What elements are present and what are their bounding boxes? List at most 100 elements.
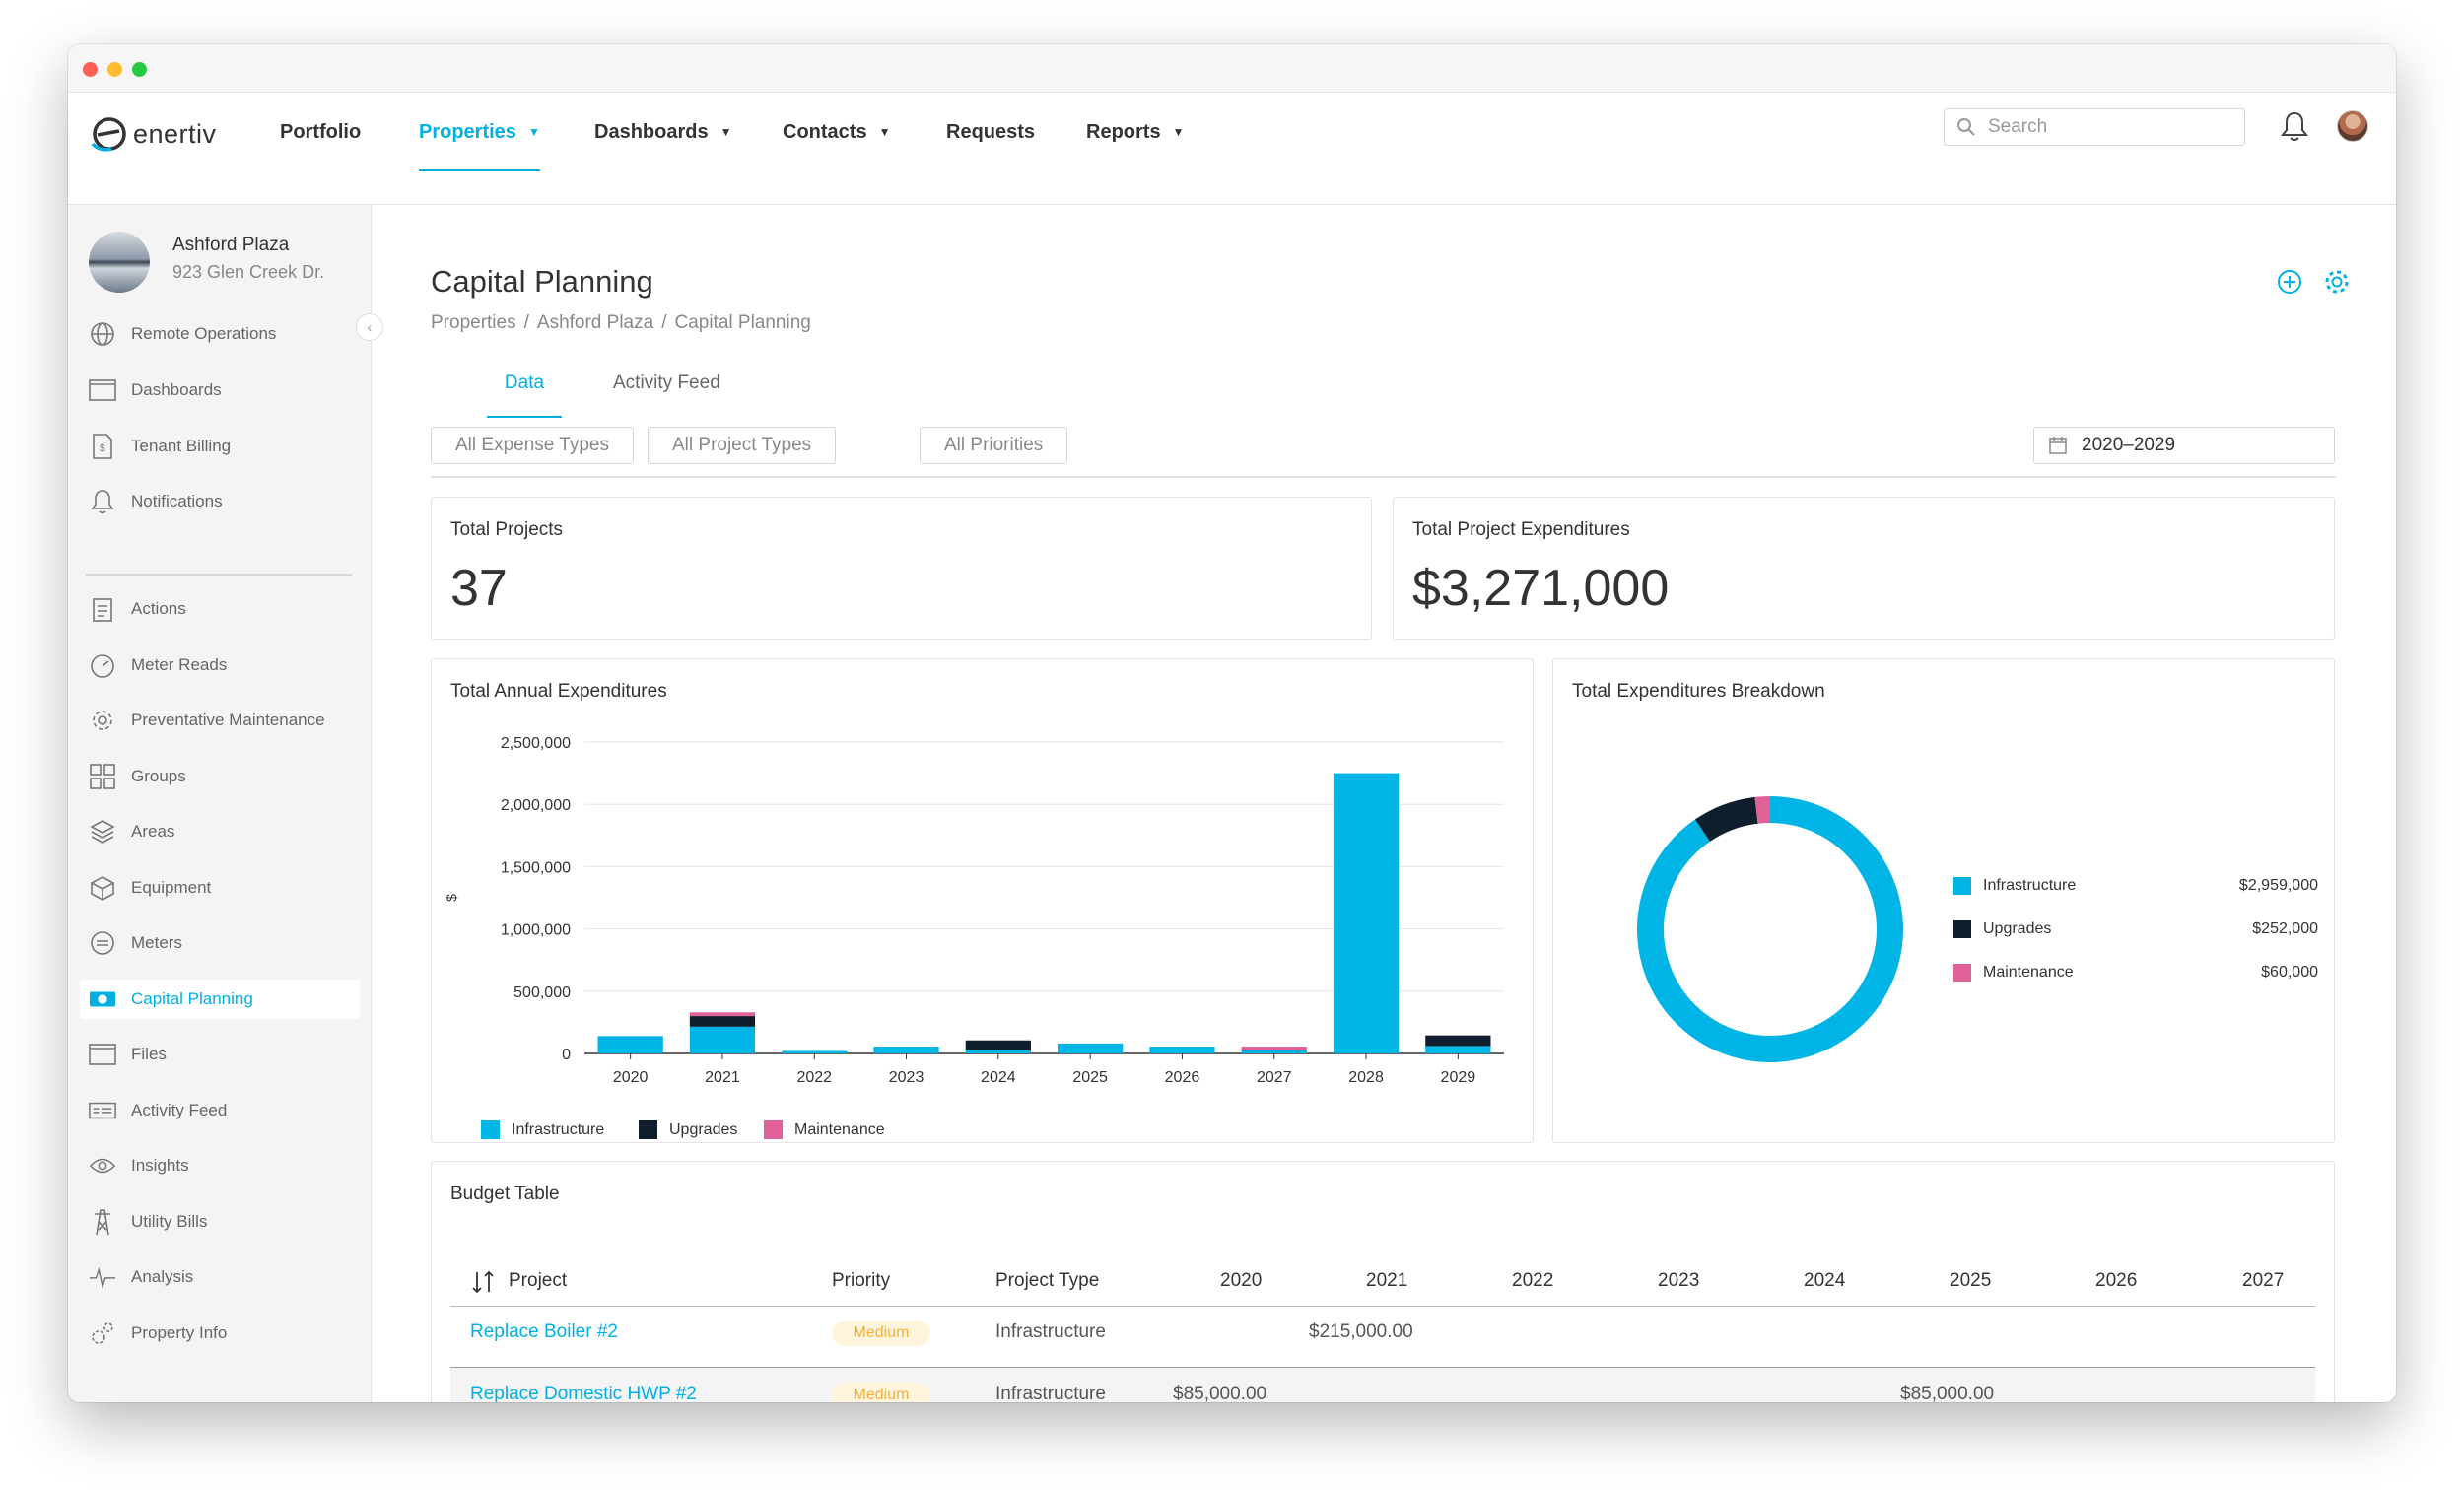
- tab-activity-feed[interactable]: Activity Feed: [613, 373, 720, 406]
- globe-icon: [89, 320, 116, 348]
- legend-value: $2,959,000: [2238, 877, 2318, 894]
- table-row-highlight: [450, 1368, 2315, 1402]
- sidebar-item-groups[interactable]: Groups: [80, 757, 360, 796]
- column-2026[interactable]: 2026: [2095, 1270, 2138, 1291]
- x-tick-label: 2020: [613, 1069, 649, 1086]
- breadcrumb-property[interactable]: Ashford Plaza: [536, 312, 654, 333]
- sort-icon[interactable]: [470, 1270, 498, 1294]
- project-link[interactable]: Replace Domestic HWP #2: [470, 1384, 697, 1402]
- bar-infrastructure-2024: [965, 1050, 1031, 1053]
- budget-table-card: Budget Table Project Priority Project Ty…: [431, 1161, 2335, 1402]
- legend-label: Maintenance: [1983, 964, 2074, 981]
- column-2020[interactable]: 2020: [1220, 1270, 1263, 1291]
- layers-icon: [89, 818, 116, 846]
- breadcrumb-properties[interactable]: Properties: [431, 312, 516, 333]
- sidebar-item-capital-planning[interactable]: Capital Planning: [80, 980, 360, 1019]
- enertiv-logo[interactable]: enertiv: [90, 110, 217, 158]
- close-window-button[interactable]: [83, 62, 98, 77]
- column-2022[interactable]: 2022: [1512, 1270, 1554, 1291]
- column-2027[interactable]: 2027: [2242, 1270, 2285, 1291]
- sidebar-item-label: Equipment: [131, 878, 212, 897]
- cube-icon: [89, 874, 116, 902]
- sidebar-item-analysis[interactable]: Analysis: [80, 1257, 360, 1297]
- annual-expenditures-chart: 2,500,000 2,000,000 1,500,000 1,000,000 500,…: [444, 735, 1504, 1086]
- nav-requests-label: Requests: [946, 120, 1036, 143]
- legend-swatch: [764, 1120, 783, 1139]
- project-type-filter[interactable]: All Project Types: [648, 427, 837, 464]
- main-content: Capital Planning Properties / Ashford Plaz…: [372, 205, 2396, 1402]
- priority-filter[interactable]: All Priorities: [920, 427, 1068, 464]
- legend-swatch: [1953, 964, 1971, 982]
- sidebar-item-property-info[interactable]: Property Info: [80, 1314, 360, 1353]
- donut-slice-upgrades[interactable]: [1694, 796, 1758, 842]
- total-expenditures-label: Total Project Expenditures: [1412, 519, 1630, 540]
- expenditures-breakdown-card: Total Expenditures Breakdown Infrastruct…: [1552, 658, 2335, 1143]
- nav-contacts[interactable]: Contacts ▼: [783, 112, 890, 152]
- column-2025[interactable]: 2025: [1950, 1270, 1992, 1291]
- sidebar-item-label: Files: [131, 1045, 167, 1063]
- minimize-window-button[interactable]: [107, 62, 122, 77]
- column-2023[interactable]: 2023: [1658, 1270, 1700, 1291]
- project-type-cell: Infrastructure: [995, 1384, 1106, 1402]
- maximize-window-button[interactable]: [132, 62, 147, 77]
- nav-properties-label: Properties: [419, 120, 516, 143]
- breadcrumb: Properties / Ashford Plaza / Capital Plannin…: [431, 312, 811, 334]
- money-icon: [89, 985, 116, 1013]
- nav-dashboards[interactable]: Dashboards ▼: [594, 112, 731, 152]
- nav-properties[interactable]: Properties ▼: [419, 112, 540, 171]
- date-range-picker[interactable]: 2020–2029: [2033, 427, 2335, 464]
- user-avatar[interactable]: [2337, 110, 2368, 142]
- tab-data[interactable]: Data: [486, 373, 563, 418]
- sidebar-item-meter-reads[interactable]: Meter Reads: [80, 645, 360, 685]
- x-tick-label: 2028: [1348, 1069, 1384, 1086]
- search-input[interactable]: Search: [1944, 108, 2245, 146]
- sidebar-item-insights[interactable]: Insights: [80, 1146, 360, 1186]
- sidebar-item-activity-feed[interactable]: Activity Feed: [80, 1091, 360, 1130]
- legend-label: Upgrades: [669, 1120, 738, 1138]
- legend-infrastructure[interactable]: Infrastructure: [481, 1120, 604, 1139]
- nav-reports[interactable]: Reports ▼: [1086, 112, 1184, 152]
- notifications-bell-icon[interactable]: [2280, 110, 2309, 142]
- cell-2020: $85,000.00: [1173, 1384, 1267, 1402]
- sidebar-item-label: Dashboards: [131, 380, 222, 399]
- column-priority[interactable]: Priority: [832, 1270, 891, 1291]
- sidebar-item-dashboards[interactable]: Dashboards: [80, 371, 360, 410]
- nav-portfolio[interactable]: Portfolio: [280, 112, 361, 152]
- sidebar-item-notifications[interactable]: Notifications: [80, 482, 360, 521]
- sidebar-item-equipment[interactable]: Equipment: [80, 868, 360, 908]
- nav-dashboards-label: Dashboards: [594, 120, 709, 143]
- column-project[interactable]: Project: [509, 1270, 568, 1291]
- sidebar-item-actions[interactable]: Actions: [80, 589, 360, 629]
- sidebar-item-tenant-billing[interactable]: $ Tenant Billing: [80, 427, 360, 466]
- column-2024[interactable]: 2024: [1804, 1270, 1846, 1291]
- enertiv-logo-icon: [91, 117, 126, 152]
- y-tick-label: 2,500,000: [501, 735, 571, 752]
- settings-gear-icon[interactable]: [2322, 267, 2352, 297]
- expense-type-filter[interactable]: All Expense Types: [431, 427, 634, 464]
- pulse-icon: [89, 1263, 116, 1291]
- add-circle-icon[interactable]: [2275, 267, 2304, 297]
- legend-maintenance[interactable]: Maintenance: [764, 1120, 885, 1139]
- legend-value: $60,000: [2261, 964, 2318, 981]
- donut-slice-maintenance[interactable]: [1754, 796, 1770, 824]
- sidebar-item-label: Utility Bills: [131, 1212, 208, 1231]
- project-link[interactable]: Replace Boiler #2: [470, 1322, 618, 1342]
- sidebar-item-preventative-maintenance[interactable]: Preventative Maintenance: [80, 701, 360, 740]
- sidebar-item-remote-operations[interactable]: Remote Operations: [80, 314, 360, 354]
- collapse-sidebar-button[interactable]: ‹: [356, 313, 383, 341]
- bar-upgrades-2029: [1425, 1035, 1491, 1047]
- sidebar-item-meters[interactable]: Meters: [80, 923, 360, 963]
- column-2021[interactable]: 2021: [1366, 1270, 1408, 1291]
- total-projects-card: Total Projects 37: [431, 497, 1372, 640]
- nav-requests[interactable]: Requests: [946, 112, 1035, 152]
- sidebar-item-files[interactable]: Files: [80, 1035, 360, 1074]
- priority-badge: Medium: [832, 1383, 930, 1402]
- sidebar-item-utility-bills[interactable]: Utility Bills: [80, 1202, 360, 1242]
- column-project-type[interactable]: Project Type: [995, 1270, 1100, 1291]
- donut-slice-infrastructure[interactable]: [1637, 796, 1903, 1062]
- x-tick-label: 2027: [1257, 1069, 1292, 1086]
- expenditures-donut-chart: [1637, 796, 1903, 1062]
- legend-upgrades[interactable]: Upgrades: [639, 1120, 737, 1139]
- sidebar-item-areas[interactable]: Areas: [80, 812, 360, 851]
- logo-text: enertiv: [133, 118, 217, 149]
